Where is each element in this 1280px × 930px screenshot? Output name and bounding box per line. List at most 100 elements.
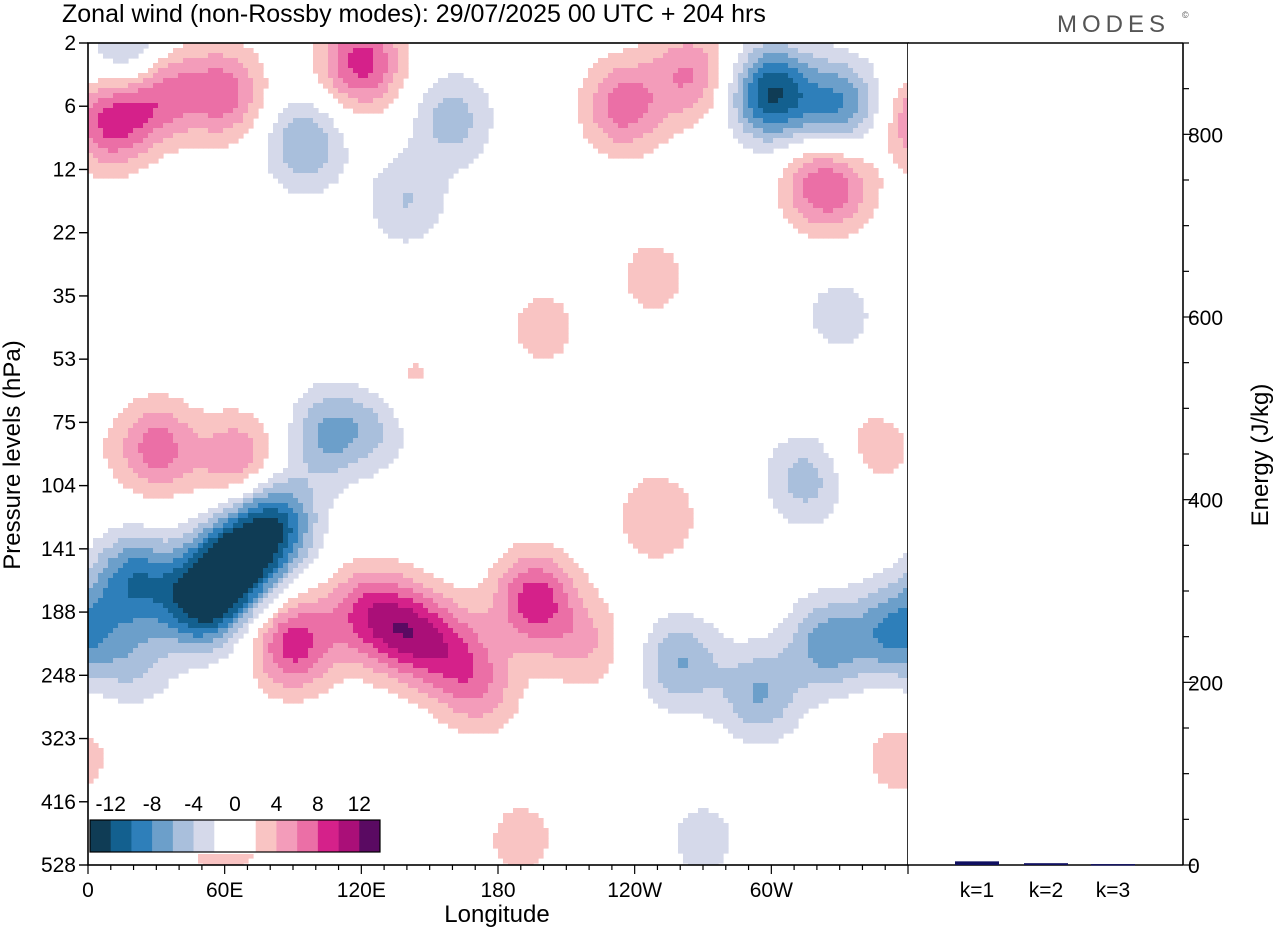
contour-cell [808, 118, 814, 124]
contour-cell [823, 63, 829, 69]
contour-cell [858, 448, 864, 454]
contour-cell [843, 48, 849, 54]
contour-cell [638, 493, 644, 499]
contour-cell [783, 123, 789, 129]
contour-cell [558, 328, 564, 334]
contour-cell [838, 123, 844, 129]
contour-cell [238, 428, 244, 434]
contour-cell [93, 153, 99, 159]
contour-cell [258, 448, 264, 454]
contour-cell [188, 468, 194, 474]
contour-cell [863, 433, 869, 439]
contour-cell [803, 103, 809, 109]
contour-cell [813, 213, 819, 219]
contour-cell [698, 63, 704, 69]
contour-cell [288, 183, 294, 189]
contour-cell [688, 78, 694, 84]
contour-cell [113, 448, 119, 454]
contour-cell [628, 528, 634, 534]
contour-cell [773, 103, 779, 109]
contour-cell [153, 488, 159, 494]
contour-cell [753, 88, 759, 94]
contour-cell [898, 93, 904, 99]
contour-cell [828, 458, 834, 464]
contour-cell [328, 88, 334, 94]
contour-cell [763, 73, 769, 79]
contour-cell [258, 78, 264, 84]
contour-cell [338, 168, 344, 174]
contour-cell [798, 463, 804, 469]
contour-cell [598, 103, 604, 109]
contour-cell [293, 463, 299, 469]
contour-cell [118, 443, 124, 449]
contour-cell [798, 473, 804, 479]
contour-cell [413, 193, 419, 199]
contour-cell [648, 63, 654, 69]
contour-cell [658, 248, 664, 254]
contour-cell [98, 143, 104, 149]
contour-cell [153, 133, 159, 139]
contour-cell [863, 108, 869, 114]
contour-cell [358, 58, 364, 64]
contour-cell [888, 423, 894, 429]
contour-cell [428, 128, 434, 134]
contour-cell [113, 123, 119, 129]
contour-cell [348, 458, 354, 464]
contour-cell [198, 473, 204, 479]
contour-cell [93, 123, 99, 129]
contour-cell [198, 533, 204, 539]
contour-cell [628, 53, 634, 59]
contour-cell [408, 218, 414, 224]
contour-cell [703, 43, 709, 49]
contour-cell [428, 198, 434, 204]
contour-cell [803, 48, 809, 54]
contour-cell [428, 88, 434, 94]
contour-cell [778, 98, 784, 104]
contour-cell [328, 468, 334, 474]
contour-cell [393, 88, 399, 94]
contour-cell [148, 458, 154, 464]
contour-cell [448, 128, 454, 134]
contour-cell [323, 58, 329, 64]
contour-cell [388, 58, 394, 64]
contour-cell [388, 443, 394, 449]
contour-cell [193, 73, 199, 79]
contour-cell [213, 133, 219, 139]
contour-cell [853, 83, 859, 89]
contour-cell [263, 448, 269, 454]
contour-cell [778, 73, 784, 79]
contour-cell [433, 128, 439, 134]
contour-cell [343, 78, 349, 84]
contour-cell [283, 473, 289, 479]
contour-cell [163, 423, 169, 429]
contour-cell [798, 223, 804, 229]
contour-cell [813, 193, 819, 199]
contour-cell [668, 128, 674, 134]
contour-cell [638, 258, 644, 264]
contour-cell [793, 78, 799, 84]
contour-cell [228, 458, 234, 464]
contour-cell [903, 133, 908, 139]
contour-cell [673, 503, 679, 509]
contour-cell [273, 123, 279, 129]
contour-cell [353, 438, 359, 444]
contour-cell [768, 488, 774, 494]
contour-cell [788, 213, 794, 219]
contour-cell [308, 188, 314, 194]
contour-cell [843, 288, 849, 294]
contour-cell [253, 433, 259, 439]
contour-cell [608, 118, 614, 124]
contour-cell [348, 453, 354, 459]
contour-cell [523, 333, 529, 339]
contour-cell [198, 73, 204, 79]
contour-cell [228, 418, 234, 424]
contour-cell [218, 133, 224, 139]
contour-cell [798, 118, 804, 124]
contour-cell [828, 233, 834, 239]
contour-cell [773, 78, 779, 84]
contour-cell [868, 188, 874, 194]
contour-cell [863, 168, 869, 174]
contour-cell [663, 88, 669, 94]
contour-cell [693, 98, 699, 104]
contour-cell [428, 158, 434, 164]
